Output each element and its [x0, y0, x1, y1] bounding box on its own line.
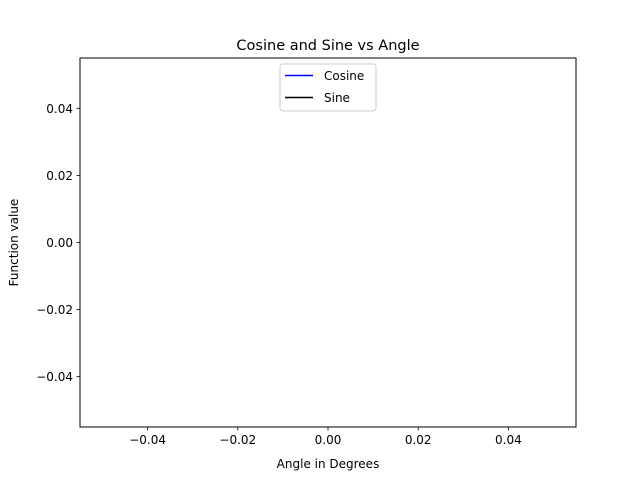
x-tick-label: 0.02 [405, 433, 432, 447]
y-tick-label: −0.04 [36, 370, 73, 384]
legend-label-cosine: Cosine [324, 69, 364, 83]
y-tick-label: 0.02 [46, 169, 73, 183]
x-axis-label: Angle in Degrees [277, 457, 380, 471]
legend: Cosine Sine [279, 63, 377, 112]
y-tick-label: −0.02 [36, 303, 73, 317]
chart-title: Cosine and Sine vs Angle [236, 38, 419, 54]
plot-frame [79, 57, 577, 428]
x-tick-label: −0.04 [129, 433, 166, 447]
y-tick-label: 0.00 [46, 236, 73, 250]
x-tick-label: 0.04 [495, 433, 522, 447]
x-tick-label: −0.02 [219, 433, 256, 447]
y-axis-label: Function value [7, 199, 21, 287]
x-tick-label: 0.00 [315, 433, 342, 447]
legend-label-sine: Sine [324, 91, 350, 105]
y-tick-label: 0.04 [46, 102, 73, 116]
